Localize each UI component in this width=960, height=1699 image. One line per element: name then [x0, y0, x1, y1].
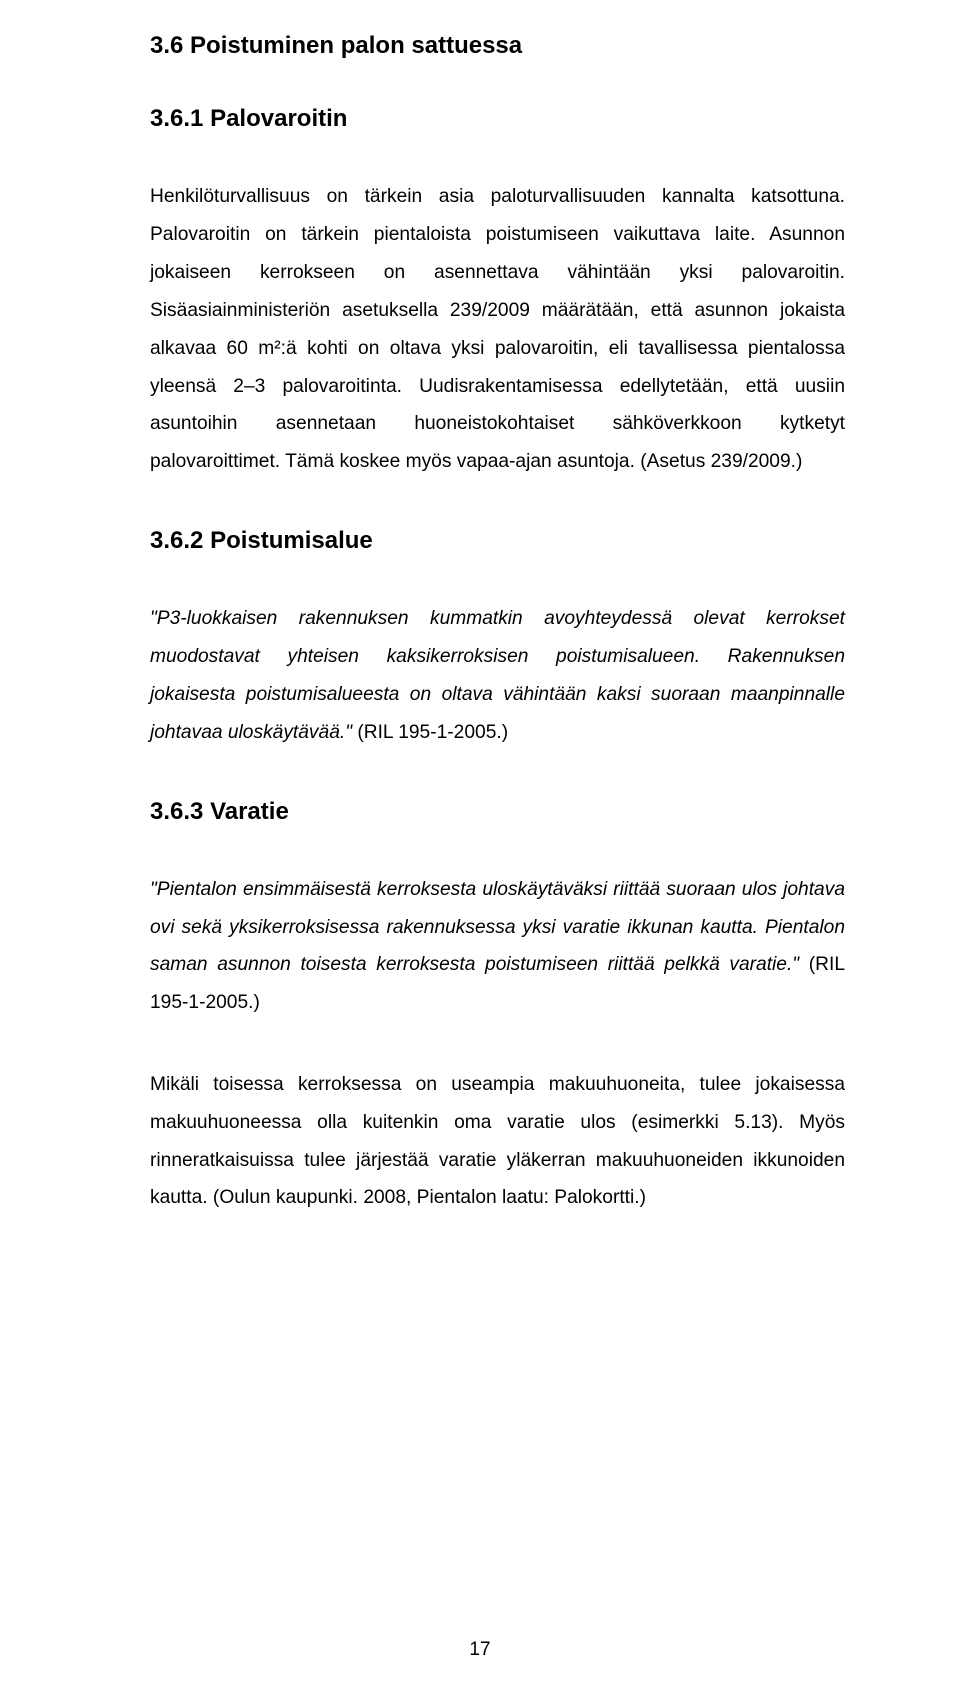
- paragraph-2: "P3-luokkaisen rakennuksen kummatkin avo…: [150, 600, 845, 751]
- paragraph-1: Henkilöturvallisuus on tärkein asia palo…: [150, 178, 845, 481]
- heading-title: Poistuminen palon sattuessa: [190, 32, 522, 59]
- heading-num: 3.6.3: [150, 798, 203, 825]
- heading-num: 3.6.2: [150, 527, 203, 554]
- heading-3-6-3: 3.6.3 Varatie: [150, 796, 845, 827]
- paragraph-3: "Pientalon ensimmäisestä kerroksesta ulo…: [150, 871, 845, 1022]
- heading-num: 3.6: [150, 32, 183, 59]
- quote-text: "Pientalon ensimmäisestä kerroksesta ulo…: [150, 879, 845, 976]
- heading-title: Poistumisalue: [210, 527, 373, 554]
- page: 3.6 Poistuminen palon sattuessa 3.6.1 Pa…: [0, 0, 960, 1699]
- heading-3-6-1: 3.6.1 Palovaroitin: [150, 103, 845, 134]
- paragraph-4: Mikäli toisessa kerroksessa on useampia …: [150, 1066, 845, 1217]
- heading-num: 3.6.1: [150, 105, 203, 132]
- heading-title: Palovaroitin: [210, 105, 347, 132]
- heading-title: Varatie: [210, 798, 289, 825]
- heading-3-6-2: 3.6.2 Poistumisalue: [150, 525, 845, 556]
- heading-3-6: 3.6 Poistuminen palon sattuessa: [150, 30, 845, 61]
- citation: (RIL 195-1-2005.): [352, 722, 508, 743]
- page-number: 17: [0, 1639, 960, 1661]
